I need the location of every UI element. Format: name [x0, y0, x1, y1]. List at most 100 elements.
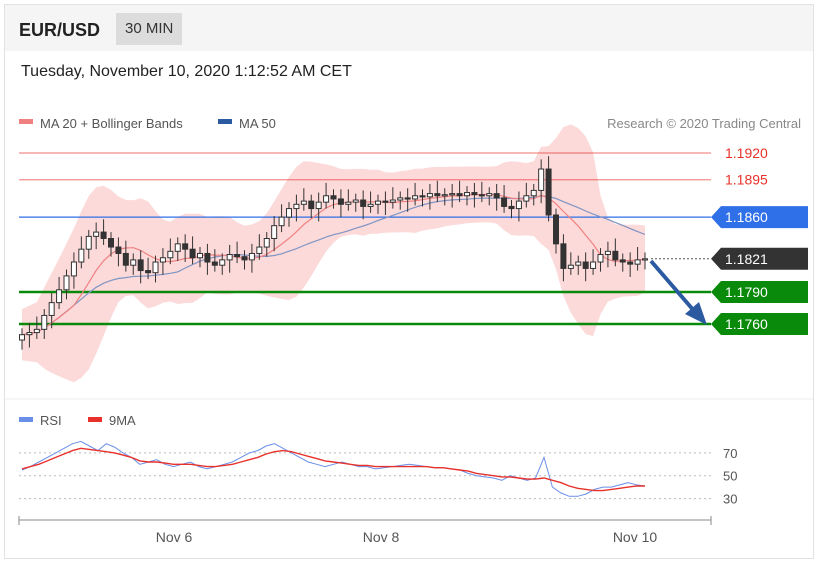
candle-body	[627, 261, 634, 265]
level-tag-1.1860	[711, 206, 808, 229]
candle-body	[256, 246, 263, 254]
candle-body	[293, 203, 300, 210]
candle-body	[271, 225, 278, 240]
candlesticks	[19, 156, 648, 350]
candle-body	[560, 243, 567, 269]
candle-body	[538, 168, 545, 191]
candle-body	[122, 252, 129, 266]
candle-body	[234, 254, 241, 258]
candle-body	[130, 259, 137, 266]
candle-body	[197, 252, 203, 259]
candle-body	[115, 246, 122, 254]
candle-body	[360, 199, 367, 207]
candle-body	[515, 200, 522, 210]
candle-body	[63, 275, 70, 291]
rsi-gridlines: 70 50 30	[19, 446, 737, 507]
candle-body	[145, 270, 152, 274]
attribution: Research © 2020 Trading Central	[607, 116, 801, 131]
candle-body	[174, 243, 181, 252]
candle-body	[389, 199, 396, 203]
candle-body	[70, 261, 77, 277]
candle-body	[352, 199, 359, 203]
level-tag-1.1790	[711, 280, 808, 303]
candle-body	[493, 193, 500, 199]
candle-body	[397, 197, 404, 201]
level-tag-1.1821	[711, 247, 808, 270]
level-labels: 1.1920 1.1895 1.1860 1.1821 1.1790 1.1760	[711, 145, 808, 335]
candle-body	[367, 203, 374, 207]
candle-body	[419, 195, 426, 198]
candle-body	[278, 216, 285, 227]
candle-body	[33, 328, 40, 334]
candle-body	[434, 193, 441, 197]
candle-body	[263, 238, 270, 248]
rsi-series-RSI	[21, 440, 646, 497]
candle-body	[567, 264, 574, 269]
chart-svg: MA 20 + Bollinger Bands MA 50 Research ©…	[5, 116, 813, 545]
candle-body	[345, 201, 352, 205]
candle-body	[78, 248, 85, 263]
level-label-1.1760: 1.1760	[725, 316, 768, 332]
candle-body	[612, 250, 619, 261]
candle-body	[189, 248, 196, 259]
candle-body	[85, 235, 92, 250]
candle-body	[545, 168, 552, 216]
rsi-tick-30: 30	[723, 492, 737, 507]
x-tick-label: Nov 10	[613, 529, 658, 545]
candle-body	[604, 250, 611, 256]
legend-9ma: 9MA	[109, 413, 136, 428]
legend-ma20: MA 20 + Bollinger Bands	[40, 116, 183, 131]
candle-body	[471, 192, 478, 196]
candle-body	[523, 195, 530, 202]
level-tag-1.1760	[711, 313, 808, 335]
candle-body	[41, 314, 48, 330]
candle-body	[152, 261, 159, 274]
x-tick-label: Nov 6	[156, 529, 193, 545]
candle-body	[642, 258, 648, 261]
candle-body	[48, 302, 55, 316]
candle-body	[323, 195, 330, 203]
level-label-1.1790: 1.1790	[725, 284, 768, 300]
candle-body	[93, 231, 100, 237]
rsi-tick-50: 50	[723, 469, 737, 484]
candle-body	[108, 238, 114, 248]
candle-body	[241, 256, 248, 261]
candle-body	[137, 259, 144, 272]
header-bar: EUR/USD 30 MIN	[5, 5, 813, 51]
candle-body	[501, 197, 508, 207]
x-tick-label: Nov 8	[363, 529, 400, 545]
level-lines	[19, 152, 711, 326]
candle-body	[167, 250, 174, 259]
rsi-series-9MA	[21, 447, 645, 492]
x-tick-labels: Nov 6 Nov 8 Nov 10	[156, 529, 658, 545]
candle-body	[582, 261, 589, 269]
candle-body	[330, 195, 337, 200]
candle-body	[308, 200, 315, 210]
candle-body	[486, 193, 493, 197]
candle-body	[315, 201, 322, 210]
candle-body	[441, 194, 448, 197]
rsi-lines	[21, 440, 646, 497]
legend-swatch-ma20	[19, 119, 33, 124]
candle-body	[449, 193, 456, 196]
candle-body	[219, 259, 226, 266]
legend-swatch-rsi	[19, 417, 33, 422]
legend-ma50: MA 50	[239, 116, 276, 131]
timeframe-button[interactable]: 30 MIN	[116, 13, 183, 45]
time-axis	[18, 516, 712, 525]
symbol-label: EUR/USD	[19, 20, 101, 40]
candle-body	[300, 200, 307, 205]
timestamp: Tuesday, November 10, 2020 1:12:52 AM CE…	[21, 63, 352, 80]
candle-body	[412, 195, 419, 200]
candle-body	[478, 194, 485, 197]
candle-body	[404, 197, 411, 200]
candle-body	[634, 259, 641, 265]
candle-body	[426, 193, 433, 198]
candle-body	[204, 252, 211, 263]
candle-body	[19, 334, 25, 341]
candle-body	[553, 214, 559, 245]
candle-body	[508, 205, 515, 210]
rsi-tick-70: 70	[723, 446, 737, 461]
candle-body	[159, 257, 166, 263]
legend-rsi: RSI	[40, 413, 62, 428]
